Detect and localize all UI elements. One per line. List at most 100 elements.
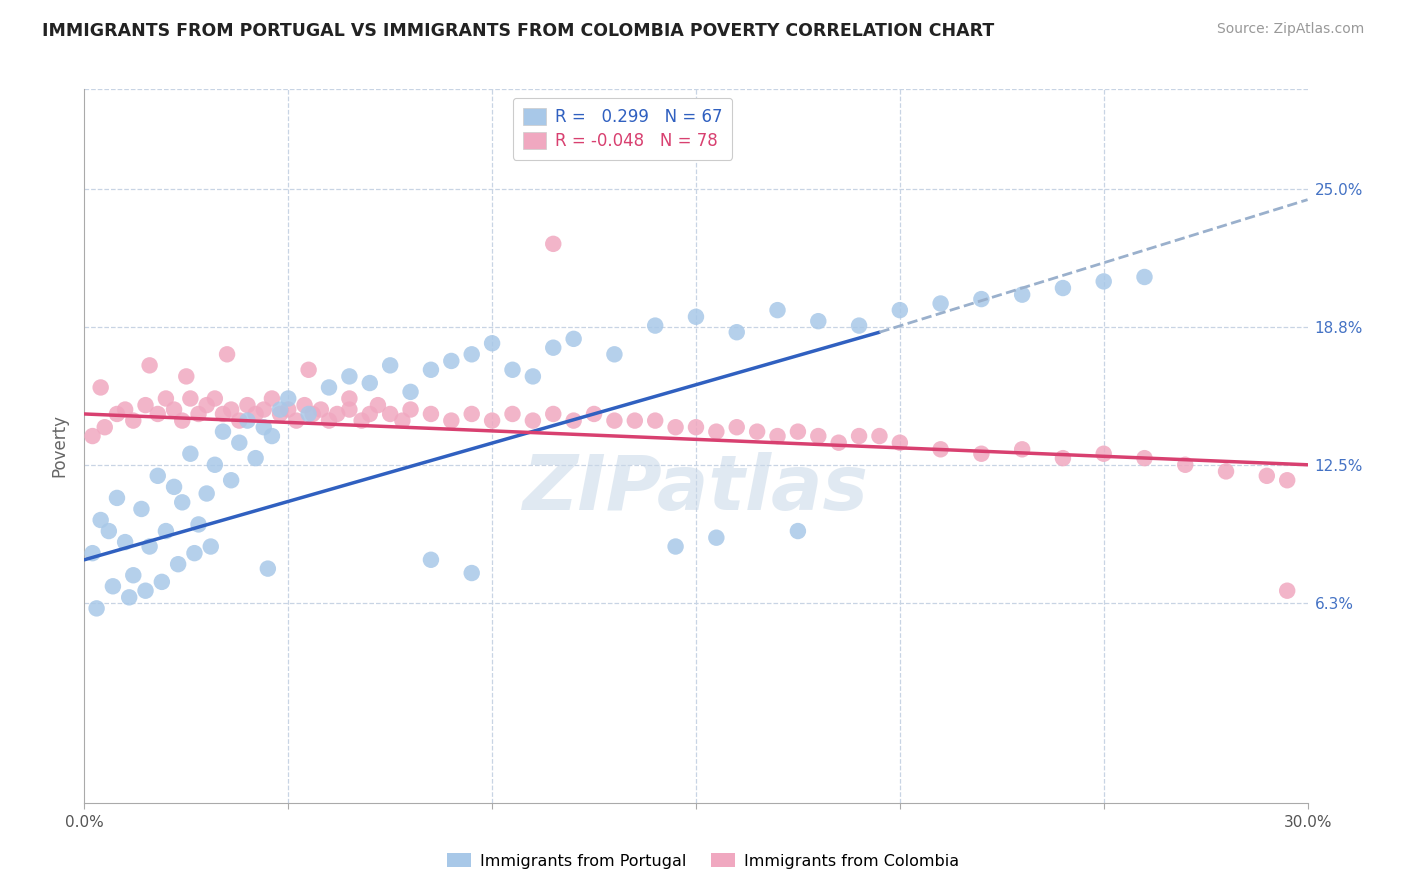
Point	[294, 398, 316, 412]
Point	[135, 583, 157, 598]
Point	[82, 546, 104, 560]
Point	[138, 540, 160, 554]
Point	[318, 414, 340, 428]
Point	[236, 414, 259, 428]
Point	[200, 540, 222, 554]
Point	[380, 359, 402, 373]
Point	[339, 402, 361, 417]
Point	[543, 407, 565, 421]
Point	[101, 579, 124, 593]
Point	[163, 402, 186, 417]
Point	[301, 407, 323, 421]
Text: Source: ZipAtlas.com: Source: ZipAtlas.com	[1216, 22, 1364, 37]
Point	[766, 429, 789, 443]
Point	[391, 414, 413, 428]
Point	[889, 435, 911, 450]
Point	[665, 540, 688, 554]
Point	[440, 354, 463, 368]
Point	[105, 407, 128, 421]
Point	[269, 402, 291, 417]
Point	[236, 398, 259, 412]
Point	[543, 236, 565, 251]
Point	[174, 369, 197, 384]
Point	[685, 310, 707, 324]
Point	[1256, 468, 1278, 483]
Point	[318, 380, 340, 394]
Point	[135, 398, 157, 412]
Point	[155, 524, 177, 538]
Point	[380, 407, 402, 421]
Point	[172, 495, 194, 509]
Point	[105, 491, 128, 505]
Point	[285, 414, 308, 428]
Point	[228, 414, 250, 428]
Point	[644, 414, 666, 428]
Point	[461, 347, 484, 361]
Point	[217, 347, 239, 361]
Point	[122, 414, 145, 428]
Point	[183, 546, 205, 560]
Legend: Immigrants from Portugal, Immigrants from Colombia: Immigrants from Portugal, Immigrants fro…	[440, 847, 966, 875]
Point	[359, 376, 381, 390]
Text: IMMIGRANTS FROM PORTUGAL VS IMMIGRANTS FROM COLOMBIA POVERTY CORRELATION CHART: IMMIGRANTS FROM PORTUGAL VS IMMIGRANTS F…	[42, 22, 994, 40]
Point	[359, 407, 381, 421]
Point	[603, 414, 626, 428]
Point	[1174, 458, 1197, 472]
Point	[367, 398, 389, 412]
Y-axis label: Poverty: Poverty	[51, 415, 69, 477]
Point	[187, 407, 209, 421]
Point	[253, 402, 276, 417]
Point	[1133, 451, 1156, 466]
Point	[787, 425, 810, 439]
Point	[624, 414, 647, 428]
Point	[929, 296, 952, 310]
Point	[118, 591, 141, 605]
Point	[269, 407, 291, 421]
Point	[1011, 287, 1033, 301]
Point	[195, 486, 218, 500]
Point	[1215, 464, 1237, 478]
Point	[260, 392, 283, 406]
Point	[562, 414, 585, 428]
Point	[420, 407, 443, 421]
Point	[339, 369, 361, 384]
Point	[929, 442, 952, 457]
Point	[82, 429, 104, 443]
Point	[167, 558, 190, 572]
Point	[1052, 281, 1074, 295]
Point	[150, 574, 173, 589]
Point	[502, 363, 524, 377]
Point	[86, 601, 108, 615]
Point	[93, 420, 115, 434]
Point	[253, 420, 276, 434]
Point	[146, 468, 169, 483]
Point	[228, 435, 250, 450]
Point	[339, 392, 361, 406]
Point	[114, 402, 136, 417]
Point	[461, 407, 484, 421]
Point	[747, 425, 769, 439]
Point	[420, 363, 443, 377]
Point	[155, 392, 177, 406]
Point	[122, 568, 145, 582]
Point	[685, 420, 707, 434]
Legend: R =   0.299   N = 67, R = -0.048   N = 78: R = 0.299 N = 67, R = -0.048 N = 78	[513, 97, 733, 160]
Point	[562, 332, 585, 346]
Point	[543, 341, 565, 355]
Point	[187, 517, 209, 532]
Point	[204, 458, 226, 472]
Point	[131, 502, 153, 516]
Point	[828, 435, 851, 450]
Point	[440, 414, 463, 428]
Point	[1092, 447, 1115, 461]
Point	[146, 407, 169, 421]
Point	[212, 425, 235, 439]
Point	[807, 429, 830, 443]
Point	[399, 384, 422, 399]
Point	[97, 524, 120, 538]
Point	[277, 392, 299, 406]
Point	[245, 451, 267, 466]
Text: ZIPatlas: ZIPatlas	[523, 452, 869, 525]
Point	[90, 380, 112, 394]
Point	[869, 429, 891, 443]
